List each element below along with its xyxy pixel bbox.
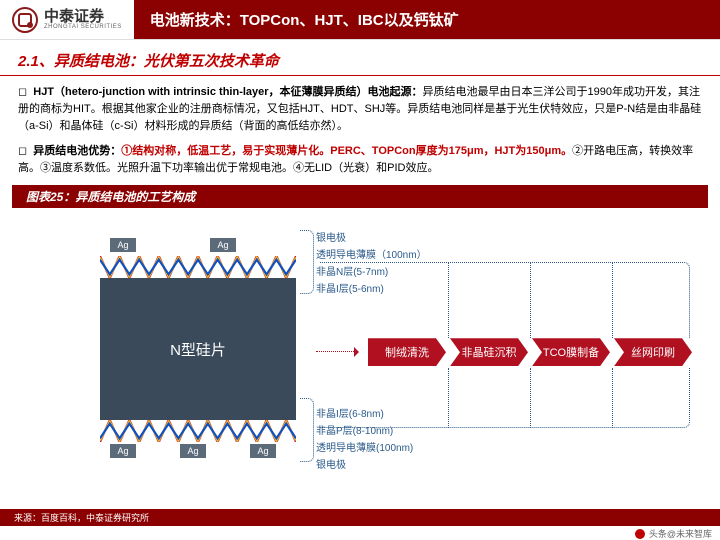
paragraph-origin: ◻ HJT（hetero-junction with intrinsic thi… — [0, 84, 720, 143]
process-step: 制绒清洗 — [368, 338, 446, 366]
zigzag-bottom — [100, 420, 296, 442]
figure-title: 图表25：异质结电池的工艺构成 — [12, 185, 708, 208]
connector-vline — [612, 262, 613, 338]
para2-lead: 异质结电池优势： — [33, 145, 121, 157]
connector-vline — [448, 262, 449, 338]
ag-electrode-bot: Ag — [180, 444, 206, 458]
cell-structure-diagram: Ag Ag N型硅片 Ag Ag Ag 银电极 透明导电薄膜（100nm） 非晶… — [0, 220, 720, 485]
connector-vline — [448, 368, 449, 428]
source-citation: 来源：百度百科，中泰证券研究所 — [0, 509, 720, 526]
para1-lead: HJT（hetero-junction with intrinsic thin-… — [33, 86, 422, 98]
connector-vline — [530, 368, 531, 428]
para2-point1: ①结构对称，低温工艺，易于实现薄片化。PERC、TOPCon厚度为175μm，H… — [121, 145, 572, 157]
logo-icon — [12, 7, 38, 33]
section-heading: 2.1、异质结电池：光伏第五次技术革命 — [0, 40, 720, 71]
bracket-top — [300, 230, 314, 294]
company-logo: 中泰证券 ZHONGTAI SECURITIES — [0, 7, 134, 33]
section-title-text: 异质结电池：光伏第五次技术革命 — [54, 53, 279, 70]
process-step: 非晶硅沉积 — [450, 338, 528, 366]
layer-label: 透明导电薄膜(100nm) — [316, 438, 413, 455]
process-flow: 制绒清洗 非晶硅沉积 TCO膜制备 丝网印刷 — [368, 338, 696, 366]
ag-electrode-bot: Ag — [110, 444, 136, 458]
company-name-en: ZHONGTAI SECURITIES — [44, 24, 122, 30]
process-arrow-lead — [316, 346, 366, 358]
footer-icon — [635, 529, 645, 539]
ag-electrode-top: Ag — [110, 238, 136, 252]
footer-attribution: 头条@未来智库 — [635, 527, 712, 540]
cell-cross-section: Ag Ag N型硅片 Ag Ag Ag — [100, 238, 296, 458]
layer-label: 银电极 — [316, 455, 413, 472]
layer-label: 银电极 — [316, 228, 427, 245]
bracket-bottom — [300, 398, 314, 462]
connector-vline — [612, 368, 613, 428]
ag-electrode-top: Ag — [210, 238, 236, 252]
process-step: 丝网印刷 — [614, 338, 692, 366]
heading-underline — [0, 75, 720, 76]
section-number: 2.1、 — [18, 53, 54, 70]
company-name-cn: 中泰证券 — [44, 9, 122, 24]
connector-line-bot — [320, 368, 690, 428]
footer-text: 头条@未来智库 — [649, 527, 712, 540]
process-step: TCO膜制备 — [532, 338, 610, 366]
paragraph-advantages: ◻ 异质结电池优势：①结构对称，低温工艺，易于实现薄片化。PERC、TOPCon… — [0, 143, 720, 185]
connector-line-top — [320, 262, 690, 338]
slide-title: 电池新技术：TOPCon、HJT、IBC以及钙钛矿 — [134, 0, 720, 39]
silicon-core: N型硅片 — [100, 278, 296, 420]
connector-vline — [530, 262, 531, 338]
zigzag-top — [100, 256, 296, 278]
layer-label: 透明导电薄膜（100nm） — [316, 245, 427, 262]
ag-electrode-bot: Ag — [250, 444, 276, 458]
